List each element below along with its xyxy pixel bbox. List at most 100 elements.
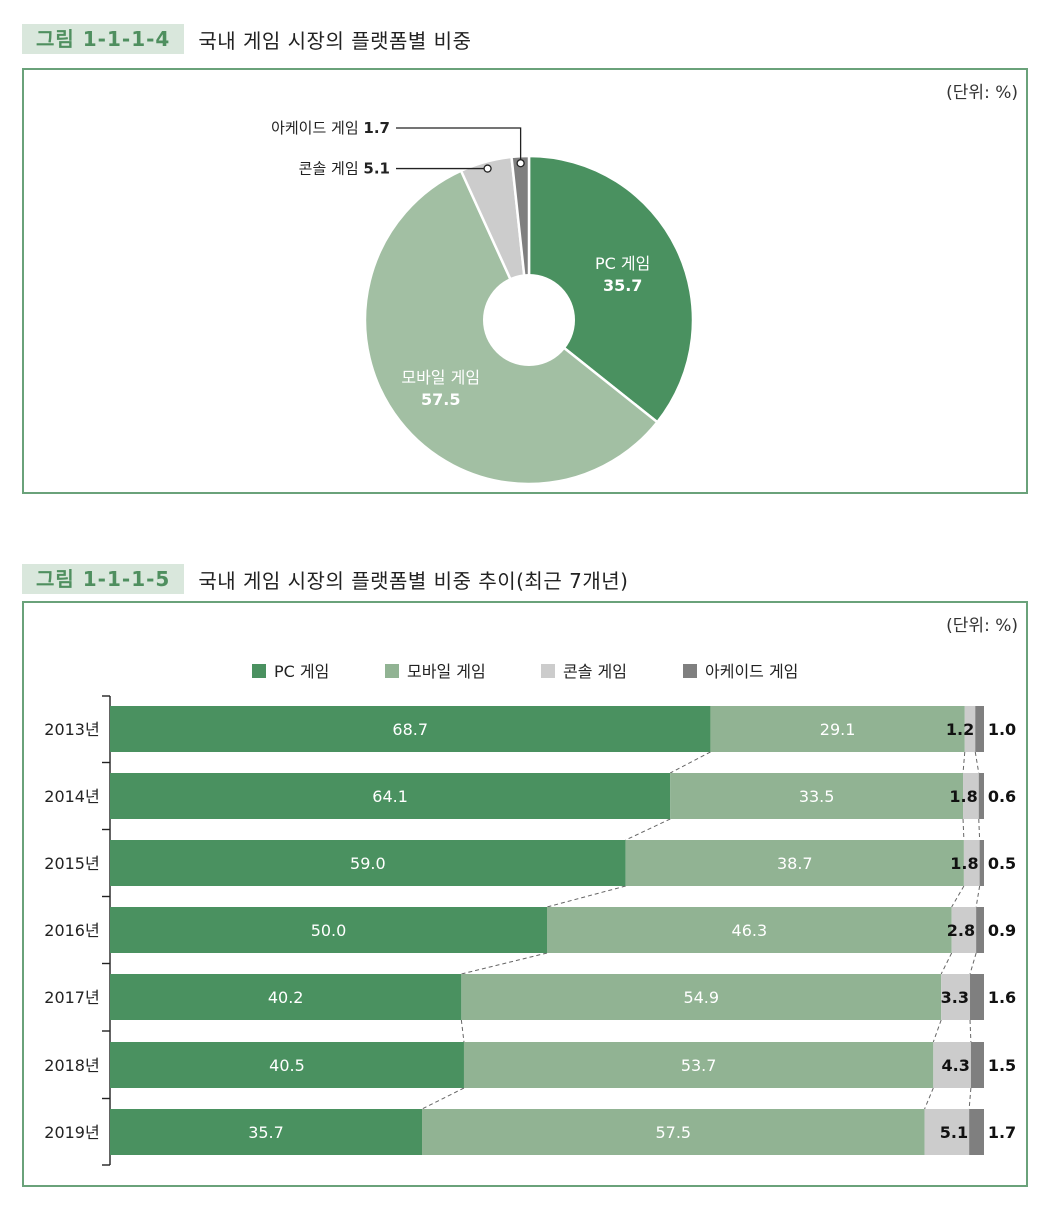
bar-1-6 [422,1109,925,1155]
bar-0-1 [110,773,671,819]
bar-label-3-0: 1.0 [988,720,1016,739]
connector-4-1 [932,1019,942,1043]
bar-label-0-3: 50.0 [311,921,347,940]
category-label-1: 2014년 [44,787,99,806]
bar-label-2-1: 1.8 [949,787,977,806]
bar-label-1-1: 33.5 [799,787,835,806]
category-label-2: 2015년 [44,854,99,873]
pie-slice-0 [527,154,695,424]
connector-3-0 [461,952,548,975]
category-label-6: 2019년 [44,1123,99,1142]
bar-3-3 [976,907,984,953]
legend-swatch-0 [252,664,266,678]
connector-1-1 [962,818,965,841]
legend-label-0: PC 게임 [274,662,329,681]
bar-1-3 [547,907,952,953]
bar-label-3-2: 0.5 [988,854,1016,873]
pie-callout-name-3: 아케이드 게임 [271,119,363,137]
bar-label-3-6: 1.7 [988,1123,1016,1142]
figure-2-badge: 그림 1-1-1-5 [22,564,185,594]
connector-5-0 [421,1087,465,1110]
bar-2-4 [941,974,971,1020]
figure-1-header: 그림 1-1-1-4 국내 게임 시장의 플랫폼별 비중 [22,24,471,54]
bar-label-1-4: 54.9 [683,988,719,1007]
figure-2-unit: (단위: %) [946,616,1018,636]
connector-1-2 [978,818,981,841]
connector-4-2 [969,1019,972,1043]
legend-label-2: 콘솔 게임 [563,662,627,681]
pie-callout-name-2: 콘솔 게임 [299,160,364,178]
bar-2-2 [963,840,980,886]
bar-label-0-2: 59.0 [350,854,386,873]
category-label-4: 2017년 [44,988,99,1007]
donut-hole [483,274,575,366]
bar-label-0-5: 40.5 [269,1056,305,1075]
bar-3-4 [970,974,984,1020]
bar-3-1 [978,773,984,819]
bar-label-0-4: 40.2 [268,988,304,1007]
figure-1-title: 국내 게임 시장의 플랫폼별 비중 [198,28,472,53]
pie-label-name-0: PC 게임 [595,254,650,273]
connector-3-2 [969,952,977,975]
connector-4-0 [460,1019,465,1043]
bar-1-5 [463,1042,934,1088]
bar-label-1-3: 46.3 [732,921,768,940]
figure-1-frame: (단위: %) PC 게임 35.7 모바일 게임 57.5 아케이드 게임 1.7 콘솔… [22,68,1028,494]
bar-label-0-0: 68.7 [392,720,428,739]
category-label-5: 2018년 [44,1056,99,1075]
figure-2-title: 국내 게임 시장의 플랫폼별 비중 추이(최근 7개년) [198,568,629,593]
donut-chart: PC 게임 35.7 모바일 게임 57.5 아케이드 게임 1.7 콘솔 게임 5.1 [271,119,695,486]
connector-0-2 [974,751,980,774]
bar-label-3-5: 1.5 [988,1056,1016,1075]
legend-swatch-1 [385,664,399,678]
bar-1-4 [461,974,942,1020]
pie-callout-label-3: 아케이드 게임 1.7 [271,119,390,137]
legend-label-3: 아케이드 게임 [705,662,798,681]
category-label-3: 2016년 [44,921,99,940]
bar-label-1-6: 57.5 [655,1123,691,1142]
bar-0-4 [110,974,462,1020]
bar-2-3 [951,907,977,953]
pie-label-name-1: 모바일 게임 [401,368,480,387]
connector-1-0 [625,818,671,841]
bar-label-3-1: 0.6 [988,787,1016,806]
bar-3-2 [979,840,984,886]
pie-callout-dot-3 [516,159,525,168]
pie-callout-line-3 [396,127,522,160]
bar-label-2-0: 1.2 [946,720,974,739]
pie-callout-dot-2 [483,164,492,173]
bar-1-0 [710,706,965,752]
pie-label-value-0: 35.7 [603,276,642,295]
figure-1-badge: 그림 1-1-1-4 [22,24,185,54]
figure-2-frame: (단위: %) PC 게임 모바일 게임 콘솔 게임 아케이드 게임 2013년 2014… [22,601,1028,1187]
connector-2-2 [975,885,981,908]
connector-2-1 [951,885,965,908]
connector-5-1 [924,1087,934,1110]
bar-0-6 [110,1109,423,1155]
bar-2-6 [924,1109,970,1155]
bar-2-5 [933,1042,971,1088]
bar-label-2-6: 5.1 [940,1123,968,1142]
bar-label-2-5: 4.3 [942,1056,970,1075]
bar-2-0 [964,706,976,752]
bar-label-1-5: 53.7 [681,1056,717,1075]
bar-1-2 [625,840,964,886]
legend-label-1: 모바일 게임 [407,662,486,681]
bar-label-3-4: 1.6 [988,988,1016,1007]
connector-0-0 [670,751,711,774]
category-label-0: 2013년 [44,720,99,739]
pie-callout-value-2: 5.1 [363,160,390,178]
legend-swatch-3 [683,664,697,678]
connector-5-2 [968,1087,972,1110]
bar-0-0 [110,706,711,752]
bar-0-5 [110,1042,464,1088]
bar-label-2-2: 1.8 [950,854,978,873]
figure-1-unit: (단위: %) [946,83,1018,103]
bar-0-3 [110,907,547,953]
bar-0-2 [110,840,626,886]
pie-callout-label-2: 콘솔 게임 5.1 [299,160,390,178]
bar-label-3-3: 0.9 [988,921,1016,940]
legend-swatch-2 [541,664,555,678]
bar-label-1-0: 29.1 [820,720,856,739]
figure-2-header: 그림 1-1-1-5 국내 게임 시장의 플랫폼별 비중 추이(최근 7개년) [22,564,628,594]
